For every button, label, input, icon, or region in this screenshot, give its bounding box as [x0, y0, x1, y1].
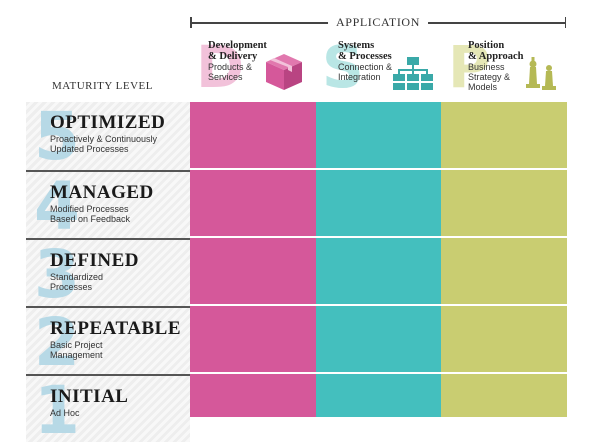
maturity-row-label: 4 MANAGED Modified Processes Based on Feedb…: [26, 170, 190, 238]
column-title-line: & Processes: [338, 51, 392, 62]
maturity-level-description: Ad Hoc: [50, 408, 190, 418]
maturity-level-description: Proactively & Continuously Updated Proces…: [50, 134, 190, 154]
maturity-level-description-line: Proactively & Continuously: [50, 134, 158, 144]
maturity-level-description-line: Basic Project: [50, 340, 103, 350]
column-subtitle-line: Connection &: [338, 62, 393, 72]
column-letter: S: [322, 33, 364, 101]
column-title-line: Development: [208, 40, 267, 51]
matrix-cell: [316, 102, 441, 168]
maturity-row-label: 1 INITIAL Ad Hoc: [26, 374, 190, 442]
maturity-level-description-line: Processes: [50, 282, 93, 292]
maturity-level-description: Modified Processes Based on Feedback: [50, 204, 190, 224]
maturity-level-description-line: Modified Processes: [50, 204, 129, 214]
bracket-right-tick: [564, 17, 566, 28]
column-title-line: Position: [468, 40, 505, 51]
maturity-level-name: DEFINED: [50, 250, 140, 271]
matrix-cell: [190, 170, 316, 236]
matrix-cell: [441, 170, 567, 236]
column-title-line: & Delivery: [208, 51, 258, 62]
column-title-line: & Approach: [468, 51, 524, 62]
maturity-level-description: Basic Project Management: [50, 340, 190, 360]
org-chart-icon: [393, 57, 433, 90]
maturity-row-label: 3 DEFINED Standardized Processes: [26, 238, 190, 306]
maturity-level-name: REPEATABLE: [50, 318, 181, 339]
matrix-cell: [441, 238, 567, 304]
maturity-level-description-line: Updated Processes: [50, 144, 129, 154]
column-subtitle-line: Models: [468, 82, 498, 92]
maturity-level-description-line: Based on Feedback: [50, 214, 131, 224]
column-title: Development & Delivery: [208, 40, 267, 62]
matrix-cell: [316, 306, 441, 372]
matrix-cell: [441, 306, 567, 372]
maturity-level-description-line: Management: [50, 350, 103, 360]
column-subtitle-line: Integration: [338, 72, 381, 82]
matrix-cell: [316, 238, 441, 304]
application-header: APPLICATION: [190, 15, 566, 30]
column-header-systems: S Systems & Processes Connection & Integ…: [318, 36, 442, 100]
maturity-level-name: INITIAL: [50, 386, 129, 407]
column-title-line: Systems: [338, 40, 375, 51]
maturity-level-number: 4: [34, 170, 80, 239]
column-title: Position & Approach: [468, 40, 524, 62]
matrix-cell: [316, 374, 441, 417]
maturity-level-description-line: Ad Hoc: [50, 408, 80, 418]
column-header-development: D Development & Delivery Products & Serv…: [192, 36, 316, 100]
matrix-cell: [190, 306, 316, 372]
column-subtitle: Business Strategy & Models: [468, 62, 510, 92]
maturity-level-description: Standardized Processes: [50, 272, 190, 292]
maturity-row-label: 5 OPTIMIZED Proactively & Continuously Upda…: [26, 102, 190, 170]
column-letter: P: [448, 33, 491, 101]
matrix-cell: [441, 374, 567, 417]
column-subtitle-line: Business: [468, 62, 505, 72]
column-subtitle: Connection & Integration: [338, 62, 392, 82]
maturity-level-description-line: Standardized: [50, 272, 104, 282]
maturity-level-name: OPTIMIZED: [50, 112, 166, 133]
package-icon: [266, 54, 302, 90]
matrix-cell: [441, 102, 567, 168]
maturity-level-number: 5: [34, 102, 80, 170]
maturity-level-name: MANAGED: [50, 182, 154, 203]
column-subtitle-line: Strategy &: [468, 72, 511, 82]
column-title: Systems & Processes: [338, 40, 392, 62]
matrix-cell: [190, 238, 316, 304]
column-subtitle-line: Products &: [208, 62, 253, 72]
maturity-level-number: 2: [34, 306, 80, 375]
column-header-position: P Position & Approach Business Strategy …: [444, 36, 568, 100]
maturity-row-label: 2 REPEATABLE Basic Project Management: [26, 306, 190, 374]
column-subtitle: Products & Services: [208, 62, 252, 82]
column-letter: D: [196, 33, 245, 101]
column-subtitle-line: Services: [208, 72, 243, 82]
maturity-level-title: MATURITY LEVEL: [52, 80, 153, 92]
application-title: APPLICATION: [328, 15, 428, 30]
matrix-cell: [316, 170, 441, 236]
matrix-cell: [190, 374, 316, 417]
maturity-level-number: 3: [34, 238, 80, 307]
chess-pieces-icon: [526, 57, 556, 90]
matrix-cell: [190, 102, 316, 168]
